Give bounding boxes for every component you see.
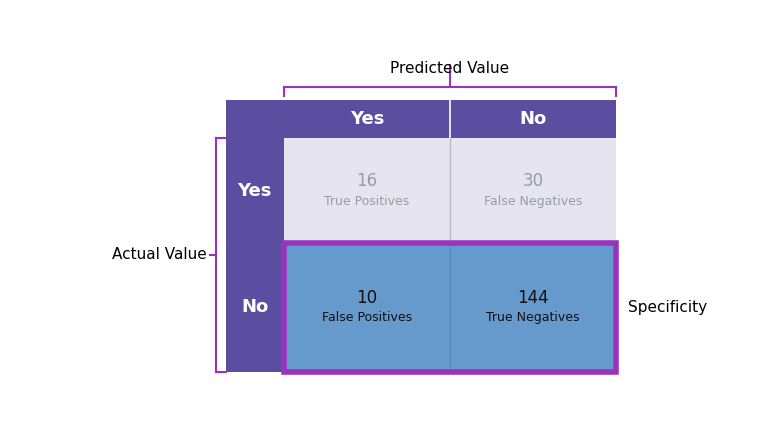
Text: No: No — [241, 298, 268, 316]
Text: Yes: Yes — [350, 110, 384, 128]
Bar — [283, 243, 617, 372]
Text: True Negatives: True Negatives — [487, 311, 580, 324]
Text: 10: 10 — [356, 289, 377, 307]
Text: No: No — [520, 110, 547, 128]
Bar — [283, 243, 617, 372]
Text: False Positives: False Positives — [322, 311, 412, 324]
Text: True Positives: True Positives — [325, 195, 410, 208]
Text: Predicted Value: Predicted Value — [390, 61, 510, 76]
Bar — [225, 243, 283, 372]
Text: 144: 144 — [517, 289, 549, 307]
Text: False Negatives: False Negatives — [484, 195, 582, 208]
Bar — [283, 138, 617, 243]
Text: 30: 30 — [523, 172, 544, 191]
Text: Yes: Yes — [238, 181, 272, 200]
Bar — [225, 100, 617, 138]
Bar — [225, 138, 283, 243]
Text: 16: 16 — [356, 172, 377, 191]
Text: Actual Value: Actual Value — [112, 247, 206, 262]
Text: Specificity: Specificity — [628, 300, 707, 315]
